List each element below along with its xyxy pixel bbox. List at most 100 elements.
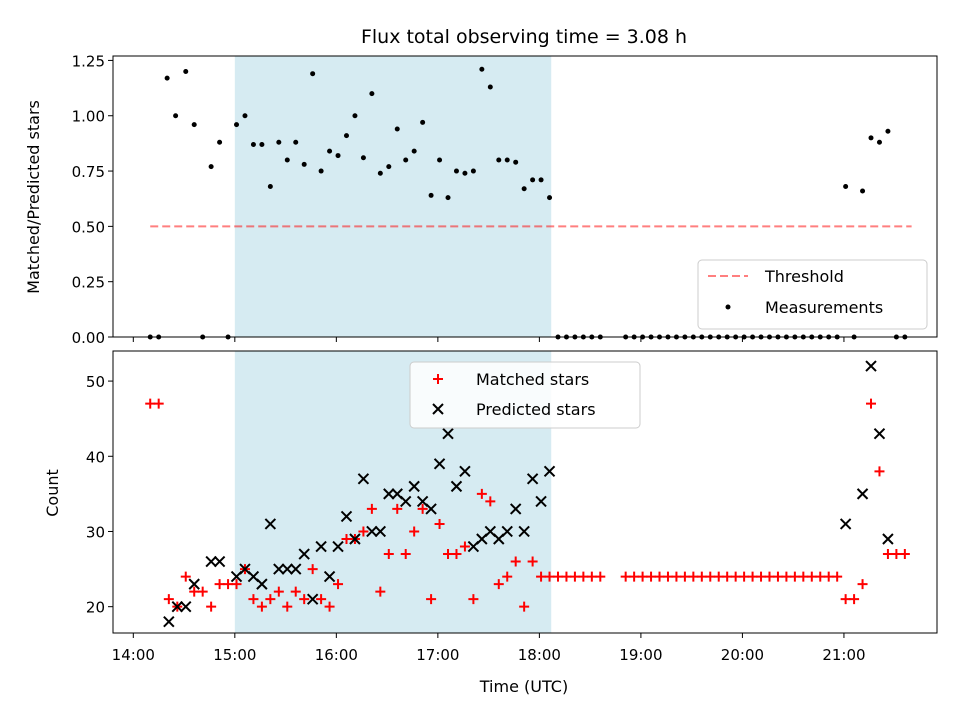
matched-star-marker	[688, 571, 699, 582]
measurement-point	[208, 164, 214, 170]
matched-star-marker	[671, 571, 682, 582]
matched-star-marker	[256, 601, 267, 612]
predicted-star-marker	[264, 518, 277, 530]
matched-star-marker	[476, 488, 487, 499]
matched-star-marker	[696, 571, 707, 582]
predicted-star-marker	[188, 578, 200, 590]
matched-star-marker	[358, 526, 369, 537]
y-tick-label: 1.25	[72, 52, 105, 70]
measurement-point	[487, 84, 493, 90]
matched-star-marker	[223, 579, 234, 590]
matched-star-marker	[722, 571, 733, 582]
x-tick-label: 17:00	[416, 646, 459, 664]
matched-star-marker	[434, 518, 445, 529]
matched-star-marker	[248, 594, 259, 605]
measurement-point	[470, 168, 476, 174]
measurement-point	[293, 139, 299, 145]
measurement-point	[445, 195, 451, 201]
matched-star-marker	[730, 571, 741, 582]
matched-star-marker	[679, 571, 690, 582]
matched-star-marker	[713, 571, 724, 582]
measurement-point	[420, 119, 426, 125]
measurement-point	[250, 142, 256, 148]
matched-star-marker	[400, 549, 411, 560]
measurement-point	[394, 126, 400, 132]
legend-box	[409, 361, 641, 429]
matched-star-marker	[747, 571, 758, 582]
x-tick-label: 19:00	[619, 646, 662, 664]
predicted-star-marker	[408, 480, 420, 493]
matched-star-marker	[561, 571, 572, 582]
legend-matched-label: Matched stars	[476, 370, 589, 389]
x-tick-label: 15:00	[213, 646, 256, 664]
predicted-star-marker	[432, 403, 444, 415]
measurement-point	[318, 168, 324, 174]
y-tick-label: 0.25	[72, 274, 105, 292]
measurement-point	[386, 164, 392, 170]
matched-star-marker	[383, 549, 394, 560]
matched-star-marker	[485, 496, 496, 507]
matched-star-marker	[629, 571, 640, 582]
matched-star-marker	[206, 601, 217, 612]
predicted-star-marker	[180, 600, 192, 613]
measurement-point	[876, 139, 882, 145]
predicted-star-marker	[400, 495, 412, 508]
matched-star-marker	[316, 594, 327, 605]
matched-star-marker	[578, 571, 589, 582]
y-tick-label: 30	[86, 523, 105, 541]
matched-star-marker	[502, 571, 513, 582]
predicted-star-marker	[873, 428, 886, 440]
bottom-legend: Matched stars Predicted stars	[409, 361, 641, 429]
y-tick-label: 0.50	[72, 218, 105, 236]
matched-star-marker	[849, 594, 860, 605]
predicted-star-marker	[340, 510, 353, 523]
predicted-star-marker	[357, 473, 370, 485]
measurement-point	[242, 113, 248, 119]
measurement-point	[403, 157, 409, 163]
x-tick-label: 21:00	[822, 646, 865, 664]
measurement-point	[479, 66, 485, 72]
matched-star-marker	[899, 549, 910, 560]
matched-star-marker	[433, 374, 443, 384]
measurement-point	[217, 139, 223, 145]
matched-star-marker	[739, 571, 750, 582]
matched-star-marker	[265, 594, 276, 605]
measurement-point	[343, 133, 349, 139]
measurement-point	[453, 168, 459, 174]
predicted-star-marker	[865, 360, 877, 372]
measurement-point	[547, 195, 553, 201]
predicted-star-marker	[332, 540, 344, 553]
predicted-star-marker	[306, 593, 319, 605]
measurement-point	[504, 157, 510, 163]
matched-star-marker	[832, 571, 843, 582]
measurement-point	[885, 128, 891, 134]
matched-star-marker	[493, 579, 504, 590]
matched-star-marker	[662, 571, 673, 582]
predicted-star-marker	[856, 488, 869, 500]
predicted-star-marker	[273, 563, 285, 575]
predicted-star-marker	[323, 570, 336, 583]
matched-star-marker	[163, 594, 174, 605]
predicted-star-marker	[839, 518, 852, 530]
predicted-star-marker	[366, 525, 378, 538]
predicted-star-marker	[543, 465, 556, 478]
legend-threshold-label: Threshold	[764, 267, 844, 286]
measurement-point	[369, 91, 375, 97]
predicted-star-marker	[315, 540, 327, 553]
predicted-star-marker	[349, 533, 361, 545]
matched-star-marker	[214, 579, 225, 590]
matched-star-marker	[333, 579, 344, 590]
measurement-point	[538, 177, 544, 183]
predicted-star-marker	[298, 548, 310, 560]
matched-star-marker	[705, 571, 716, 582]
x-tick-label: 16:00	[315, 646, 358, 664]
measurement-point	[284, 157, 290, 163]
measurement-point	[521, 186, 527, 192]
measurement-point	[377, 170, 383, 176]
predicted-star-marker	[509, 503, 522, 515]
matched-star-marker	[857, 579, 868, 590]
matched-star-marker	[536, 571, 547, 582]
matched-star-marker	[443, 549, 454, 560]
measurement-point	[428, 192, 434, 198]
